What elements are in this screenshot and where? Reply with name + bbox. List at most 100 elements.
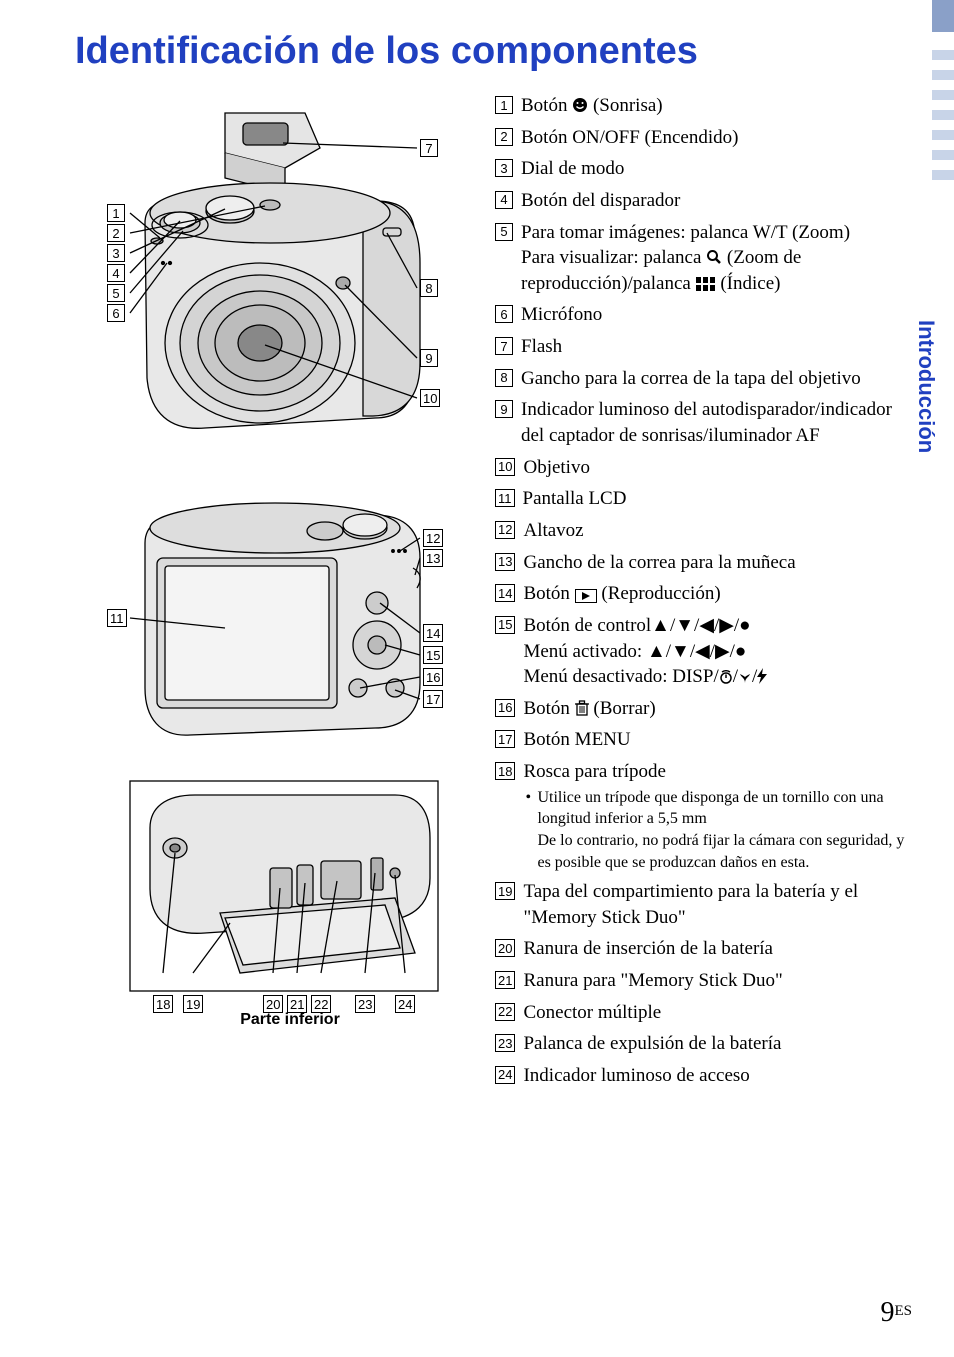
item-number: 16 — [495, 699, 515, 717]
item-text: Botón (Sonrisa) — [521, 93, 914, 119]
callout-7: 7 — [420, 139, 438, 157]
item-number: 6 — [495, 305, 513, 323]
macro-icon — [738, 669, 752, 685]
item-number: 14 — [495, 584, 515, 602]
list-item: 22 Conector múltiple — [495, 1000, 914, 1026]
callout-18: 18 — [153, 995, 173, 1013]
callout-22: 22 — [311, 995, 331, 1013]
item-number: 4 — [495, 191, 513, 209]
item-number: 2 — [495, 128, 513, 146]
list-item: 9 Indicador luminoso del autodisparador/i… — [495, 397, 914, 448]
list-item: 19Tapa del compartimiento para la baterí… — [495, 879, 914, 930]
list-item: 18Rosca para trípodeUtilice un trípode q… — [495, 759, 914, 873]
item-number: 11 — [495, 489, 515, 507]
diagram-bottom: 18 19 20 21 22 23 24 Parte inferior — [75, 773, 475, 1033]
item-number: 8 — [495, 369, 513, 387]
callout-19: 19 — [183, 995, 203, 1013]
camera-front-illustration — [75, 93, 475, 463]
list-item: 4 Botón del disparador — [495, 188, 914, 214]
timer-icon — [719, 669, 733, 685]
item-number: 10 — [495, 458, 515, 476]
list-item: 3 Dial de modo — [495, 156, 914, 182]
item-text: Dial de modo — [521, 156, 914, 182]
item-number: 21 — [495, 971, 515, 989]
callout-21: 21 — [287, 995, 307, 1013]
arrows-icon: ▲/▼/◀/▶/● — [647, 641, 746, 662]
callout-24: 24 — [395, 995, 415, 1013]
camera-bottom-illustration — [75, 773, 475, 1003]
item-text: Tapa del compartimiento para la batería … — [523, 879, 914, 930]
callout-6: 6 — [107, 304, 125, 322]
item-text: Botón de control▲/▼/◀/▶/●Menú activado: … — [523, 613, 914, 690]
item-number: 12 — [495, 521, 515, 539]
magnify-icon — [706, 249, 722, 265]
page-number-suffix: ES — [894, 1303, 912, 1319]
list-item: 10 Objetivo — [495, 455, 914, 481]
list-item: 21 Ranura para "Memory Stick Duo" — [495, 968, 914, 994]
list-item: 14Botón (Reproducción) — [495, 581, 914, 607]
list-item: 1Botón (Sonrisa) — [495, 93, 914, 119]
item-text: Palanca de expulsión de la batería — [523, 1031, 914, 1057]
list-item: 24 Indicador luminoso de acceso — [495, 1063, 914, 1089]
item-text: Para tomar imágenes: palanca W/T (Zoom)P… — [521, 220, 914, 297]
item-text: Gancho de la correa para la muñeca — [523, 550, 914, 576]
content-area: 1 2 3 4 5 6 7 8 9 10 — [0, 93, 954, 1095]
item-text: Indicador luminoso del autodisparador/in… — [521, 397, 914, 448]
list-item: 12 Altavoz — [495, 518, 914, 544]
callout-13: 13 — [423, 549, 443, 567]
play-icon — [575, 589, 597, 603]
diagram-back: 11 12 13 14 15 16 17 — [75, 483, 475, 753]
item-text: Ranura para "Memory Stick Duo" — [523, 968, 914, 994]
callout-16: 16 — [423, 668, 443, 686]
item-text: Botón MENU — [523, 727, 914, 753]
item-text: Flash — [521, 334, 914, 360]
item-number: 13 — [495, 553, 515, 571]
item-text: Altavoz — [523, 518, 914, 544]
callout-5: 5 — [107, 284, 125, 302]
callout-1: 1 — [107, 204, 125, 222]
callout-2: 2 — [107, 224, 125, 242]
callout-12: 12 — [423, 529, 443, 547]
callout-17: 17 — [423, 690, 443, 708]
list-item: 20Ranura de inserción de la batería — [495, 936, 914, 962]
item-text: Indicador luminoso de acceso — [523, 1063, 914, 1089]
diagram-front: 1 2 3 4 5 6 7 8 9 10 — [75, 93, 475, 463]
list-item: 11Pantalla LCD — [495, 486, 914, 512]
item-text: Botón del disparador — [521, 188, 914, 214]
camera-back-illustration — [75, 483, 475, 753]
item-number: 17 — [495, 730, 515, 748]
callout-11: 11 — [107, 609, 127, 627]
diagram-bottom-caption: Parte inferior — [75, 1011, 475, 1029]
callout-14: 14 — [423, 624, 443, 642]
item-text: Objetivo — [523, 455, 914, 481]
flash-icon — [757, 668, 767, 684]
page-number: 9ES — [880, 1297, 912, 1329]
list-item: 23 Palanca de expulsión de la batería — [495, 1031, 914, 1057]
section-tab: Introducción — [913, 320, 939, 453]
diagram-column: 1 2 3 4 5 6 7 8 9 10 — [75, 93, 475, 1095]
callout-10: 10 — [420, 389, 440, 407]
list-item: 13 Gancho de la correa para la muñeca — [495, 550, 914, 576]
callout-8: 8 — [420, 279, 438, 297]
item-number: 9 — [495, 400, 513, 418]
list-item: 17 Botón MENU — [495, 727, 914, 753]
item-number: 22 — [495, 1003, 515, 1021]
list-item: 16 Botón (Borrar) — [495, 696, 914, 722]
item-number: 7 — [495, 337, 513, 355]
list-item: 2Botón ON/OFF (Encendido) — [495, 125, 914, 151]
callout-20: 20 — [263, 995, 283, 1013]
item-number: 15 — [495, 616, 515, 634]
list-item: 15 Botón de control▲/▼/◀/▶/●Menú activado… — [495, 613, 914, 690]
callout-23: 23 — [355, 995, 375, 1013]
item-text: Botón (Borrar) — [523, 696, 914, 722]
item-number: 24 — [495, 1066, 515, 1084]
arrows-icon: ▲/▼/◀/▶/● — [651, 615, 750, 636]
item-number: 3 — [495, 159, 513, 177]
item-number: 23 — [495, 1034, 515, 1052]
item-text: Conector múltiple — [523, 1000, 914, 1026]
callout-9: 9 — [420, 349, 438, 367]
list-item: 7 Flash — [495, 334, 914, 360]
item-number: 20 — [495, 939, 515, 957]
item-number: 18 — [495, 762, 515, 780]
list-item: 5Para tomar imágenes: palanca W/T (Zoom)… — [495, 220, 914, 297]
